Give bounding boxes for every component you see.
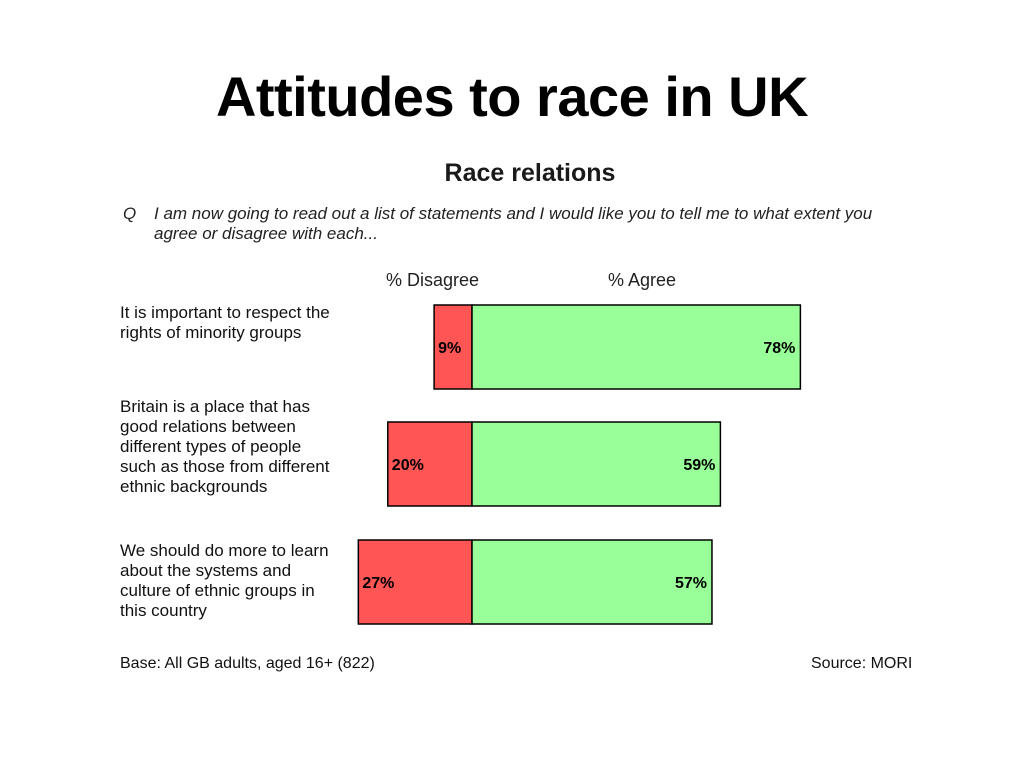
question-marker: Q (123, 204, 137, 223)
data-label-agree-learn-more: 57% (675, 575, 707, 592)
bar-disagree-good-relations (387, 421, 473, 507)
legend-disagree: % Disagree (386, 270, 480, 290)
category-label-respect-rights: It is important to respect the rights of… (120, 303, 330, 342)
chart-title: Race relations (444, 159, 616, 187)
data-label-disagree-respect-rights: 9% (438, 340, 461, 357)
source-note: Source: MORI (811, 655, 913, 672)
data-label-agree-respect-rights: 78% (763, 340, 795, 357)
bar-disagree-learn-more (357, 539, 473, 625)
base-note: Base: All GB adults, aged 16+ (822) (120, 655, 375, 672)
bar-agree-respect-rights (471, 304, 802, 390)
data-label-disagree-good-relations: 20% (392, 457, 424, 474)
data-label-agree-good-relations: 59% (683, 457, 715, 474)
slide-title: Attitudes to race in UK (215, 65, 809, 128)
bar-agree-learn-more (471, 539, 713, 625)
question-text: I am now going to read out a list of sta… (154, 204, 873, 243)
category-label-good-relations: Britain is a place that has good relatio… (120, 397, 330, 496)
category-label-learn-more: We should do more to learn about the sys… (120, 541, 329, 620)
bar-disagree-respect-rights (433, 304, 473, 390)
bar-agree-good-relations (471, 421, 722, 507)
data-label-disagree-learn-more: 27% (362, 575, 394, 592)
legend-agree: % Agree (608, 270, 677, 290)
